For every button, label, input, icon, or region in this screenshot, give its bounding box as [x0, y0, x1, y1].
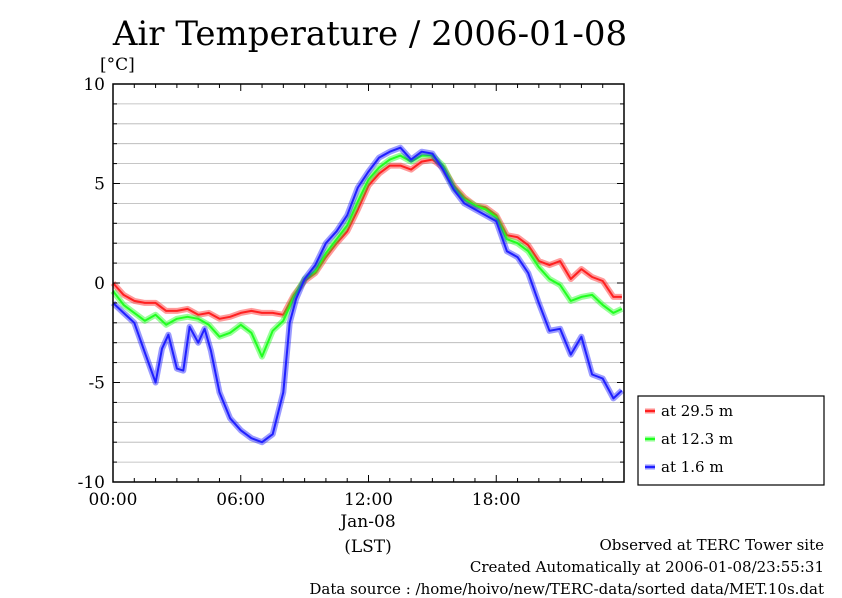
- series-line: [112, 158, 622, 320]
- y-tick-label: 0: [94, 274, 105, 294]
- series-at-1-6-m: [110, 144, 624, 446]
- series-at-12-3-m: [110, 152, 624, 360]
- series-line: [112, 146, 623, 444]
- series-at-29-5-m: [110, 156, 622, 322]
- grid-lines: [113, 103, 624, 463]
- chart-title: Air Temperature / 2006-01-08: [112, 14, 628, 54]
- footer-created: Created Automatically at 2006-01-08/23:5…: [469, 558, 824, 576]
- legend-label: at 29.5 m: [661, 402, 733, 420]
- footer-observed: Observed at TERC Tower site: [599, 536, 824, 554]
- x-tick-label: 12:00: [344, 490, 393, 510]
- x-tick-label: 18:00: [472, 490, 521, 510]
- footer-source: Data source : /home/hoivo/new/TERC-data/…: [309, 580, 824, 598]
- y-unit-label: [°C]: [100, 55, 135, 75]
- series-layer: [110, 144, 624, 446]
- y-tick-label: -5: [88, 374, 105, 394]
- x-date-label: Jan-08: [338, 512, 395, 532]
- x-tick-label: 06:00: [216, 490, 265, 510]
- y-tick-label: -10: [78, 473, 105, 493]
- legend-box: [637, 395, 825, 486]
- y-tick-label: 10: [83, 75, 105, 95]
- legend: at 29.5 m at 12.3 m at 1.6 m: [637, 395, 825, 486]
- x-axis-label: (LST): [344, 537, 392, 557]
- x-tick-label: 00:00: [89, 490, 138, 510]
- series-line: [112, 154, 623, 358]
- y-tick-label: 5: [94, 175, 105, 195]
- legend-label: at 12.3 m: [661, 430, 733, 448]
- legend-label: at 1.6 m: [661, 458, 724, 476]
